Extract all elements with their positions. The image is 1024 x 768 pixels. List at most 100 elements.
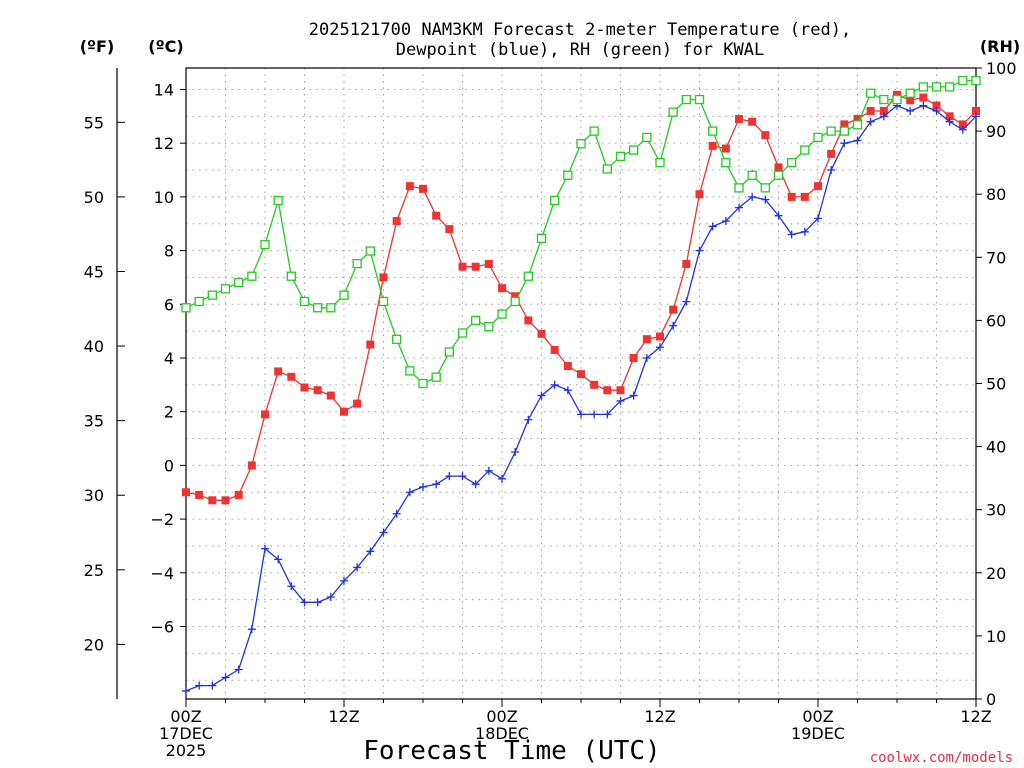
- dewpoint-point: [221, 673, 230, 682]
- dewpoint-point: [195, 681, 204, 690]
- dewpoint-point: [208, 681, 217, 690]
- temperature-point: [827, 149, 836, 158]
- dewpoint-point: [274, 555, 283, 564]
- dewpoint-point: [379, 528, 388, 537]
- celsius-tick-label: 14: [154, 80, 174, 99]
- rh-tick-label: 10: [986, 627, 1006, 646]
- dewpoint-point: [866, 117, 875, 126]
- temperature-point: [261, 410, 269, 419]
- rh-point: [945, 82, 955, 92]
- rh-point: [918, 82, 928, 92]
- dewpoint-point: [603, 410, 612, 419]
- dewpoint-point: [590, 410, 599, 419]
- rh-point: [642, 132, 652, 143]
- rh-point: [286, 271, 296, 281]
- dewpoint-point: [234, 665, 243, 674]
- fahrenheit-tick-label: 40: [84, 337, 104, 356]
- chart-title-line-2: Dewpoint (blue), RH (green) for KWAL: [396, 40, 764, 60]
- temperature-point: [853, 115, 862, 124]
- x-tick-label: 00Z: [802, 707, 833, 726]
- temperature-point: [484, 260, 493, 269]
- celsius-tick-label: 10: [154, 188, 174, 207]
- temperature-point: [893, 90, 901, 99]
- rh-point: [773, 170, 784, 180]
- temperature-point: [511, 292, 520, 301]
- rh-point: [826, 126, 836, 136]
- x-tick-label: 00Z: [170, 707, 201, 726]
- rh-point: [668, 107, 678, 117]
- rh-point: [931, 82, 942, 92]
- celsius-tick-label: −4: [150, 564, 174, 583]
- dewpoint-point: [511, 447, 520, 456]
- celsius-tick-label: 12: [154, 134, 174, 153]
- x-tick-label: 2025: [166, 741, 207, 760]
- dewpoint-point: [708, 222, 717, 231]
- rh-point: [299, 296, 310, 307]
- dewpoint-point: [827, 166, 836, 175]
- rh-point: [497, 309, 507, 319]
- temperature-point: [445, 225, 454, 234]
- temperature-point: [195, 490, 204, 499]
- dewpoint-point: [419, 482, 427, 491]
- temperature-point: [182, 488, 190, 497]
- x-tick-label: 12Z: [960, 707, 991, 726]
- dewpoint-point: [787, 230, 796, 239]
- dewpoint-point: [445, 472, 454, 481]
- dewpoint-point: [300, 598, 309, 607]
- temperature-point: [392, 217, 401, 226]
- dewpoint-point: [563, 386, 572, 395]
- temperature-point: [761, 131, 770, 140]
- x-axis-title: Forecast Time (UTC): [363, 736, 660, 766]
- dewpoint-point: [326, 592, 335, 601]
- temperature-point: [577, 370, 585, 379]
- dewpoint-point: [471, 480, 480, 489]
- temperature-point: [603, 386, 612, 395]
- rh-point: [563, 170, 573, 180]
- dewpoint-point: [695, 246, 704, 255]
- temperature-point: [866, 106, 875, 115]
- rh-point: [879, 94, 889, 105]
- temperature-point: [748, 117, 757, 126]
- temperature-point: [458, 262, 467, 271]
- temperature-point: [840, 120, 849, 129]
- temperature-point: [274, 367, 283, 376]
- temperature-point: [379, 273, 388, 282]
- fahrenheit-tick-label: 30: [84, 486, 104, 505]
- dewpoint-point: [879, 112, 888, 121]
- x-tick-label: 18DEC: [475, 724, 529, 743]
- rh-tick-label: 80: [986, 185, 1006, 204]
- dewpoint-point: [340, 576, 348, 585]
- rh-point: [958, 75, 968, 86]
- fahrenheit-unit-label: (ºF): [80, 37, 115, 56]
- celsius-tick-label: 6: [164, 295, 174, 314]
- dewpoint-point: [498, 474, 506, 483]
- temperature-point: [590, 380, 599, 389]
- temperature-point: [682, 260, 691, 269]
- dewpoint-point: [484, 466, 493, 475]
- rh-point: [181, 303, 191, 313]
- dewpoint-point: [405, 488, 414, 497]
- rh-point: [339, 290, 349, 300]
- temperature-series: [182, 90, 980, 505]
- rh-tick-label: 50: [986, 375, 1006, 394]
- rh-point: [760, 183, 770, 193]
- dewpoint-point: [735, 203, 743, 212]
- rh-point: [615, 151, 626, 161]
- temperature-point: [326, 391, 335, 400]
- rh-point: [247, 271, 257, 281]
- gridlines: [186, 68, 976, 699]
- temperature-point: [550, 345, 559, 354]
- dewpoint-point: [616, 396, 625, 405]
- fahrenheit-tick-label: 25: [84, 561, 104, 580]
- rh-point: [207, 290, 217, 300]
- dewpoint-point: [919, 101, 928, 110]
- dewpoint-point: [261, 544, 269, 553]
- rh-point: [813, 132, 823, 143]
- temperature-point: [642, 335, 651, 344]
- rh-point: [839, 126, 849, 136]
- celsius-tick-label: 0: [164, 456, 174, 475]
- temperature-point: [814, 182, 822, 191]
- rh-point: [194, 296, 204, 307]
- fahrenheit-tick-label: 45: [84, 262, 104, 281]
- rh-point: [629, 145, 639, 155]
